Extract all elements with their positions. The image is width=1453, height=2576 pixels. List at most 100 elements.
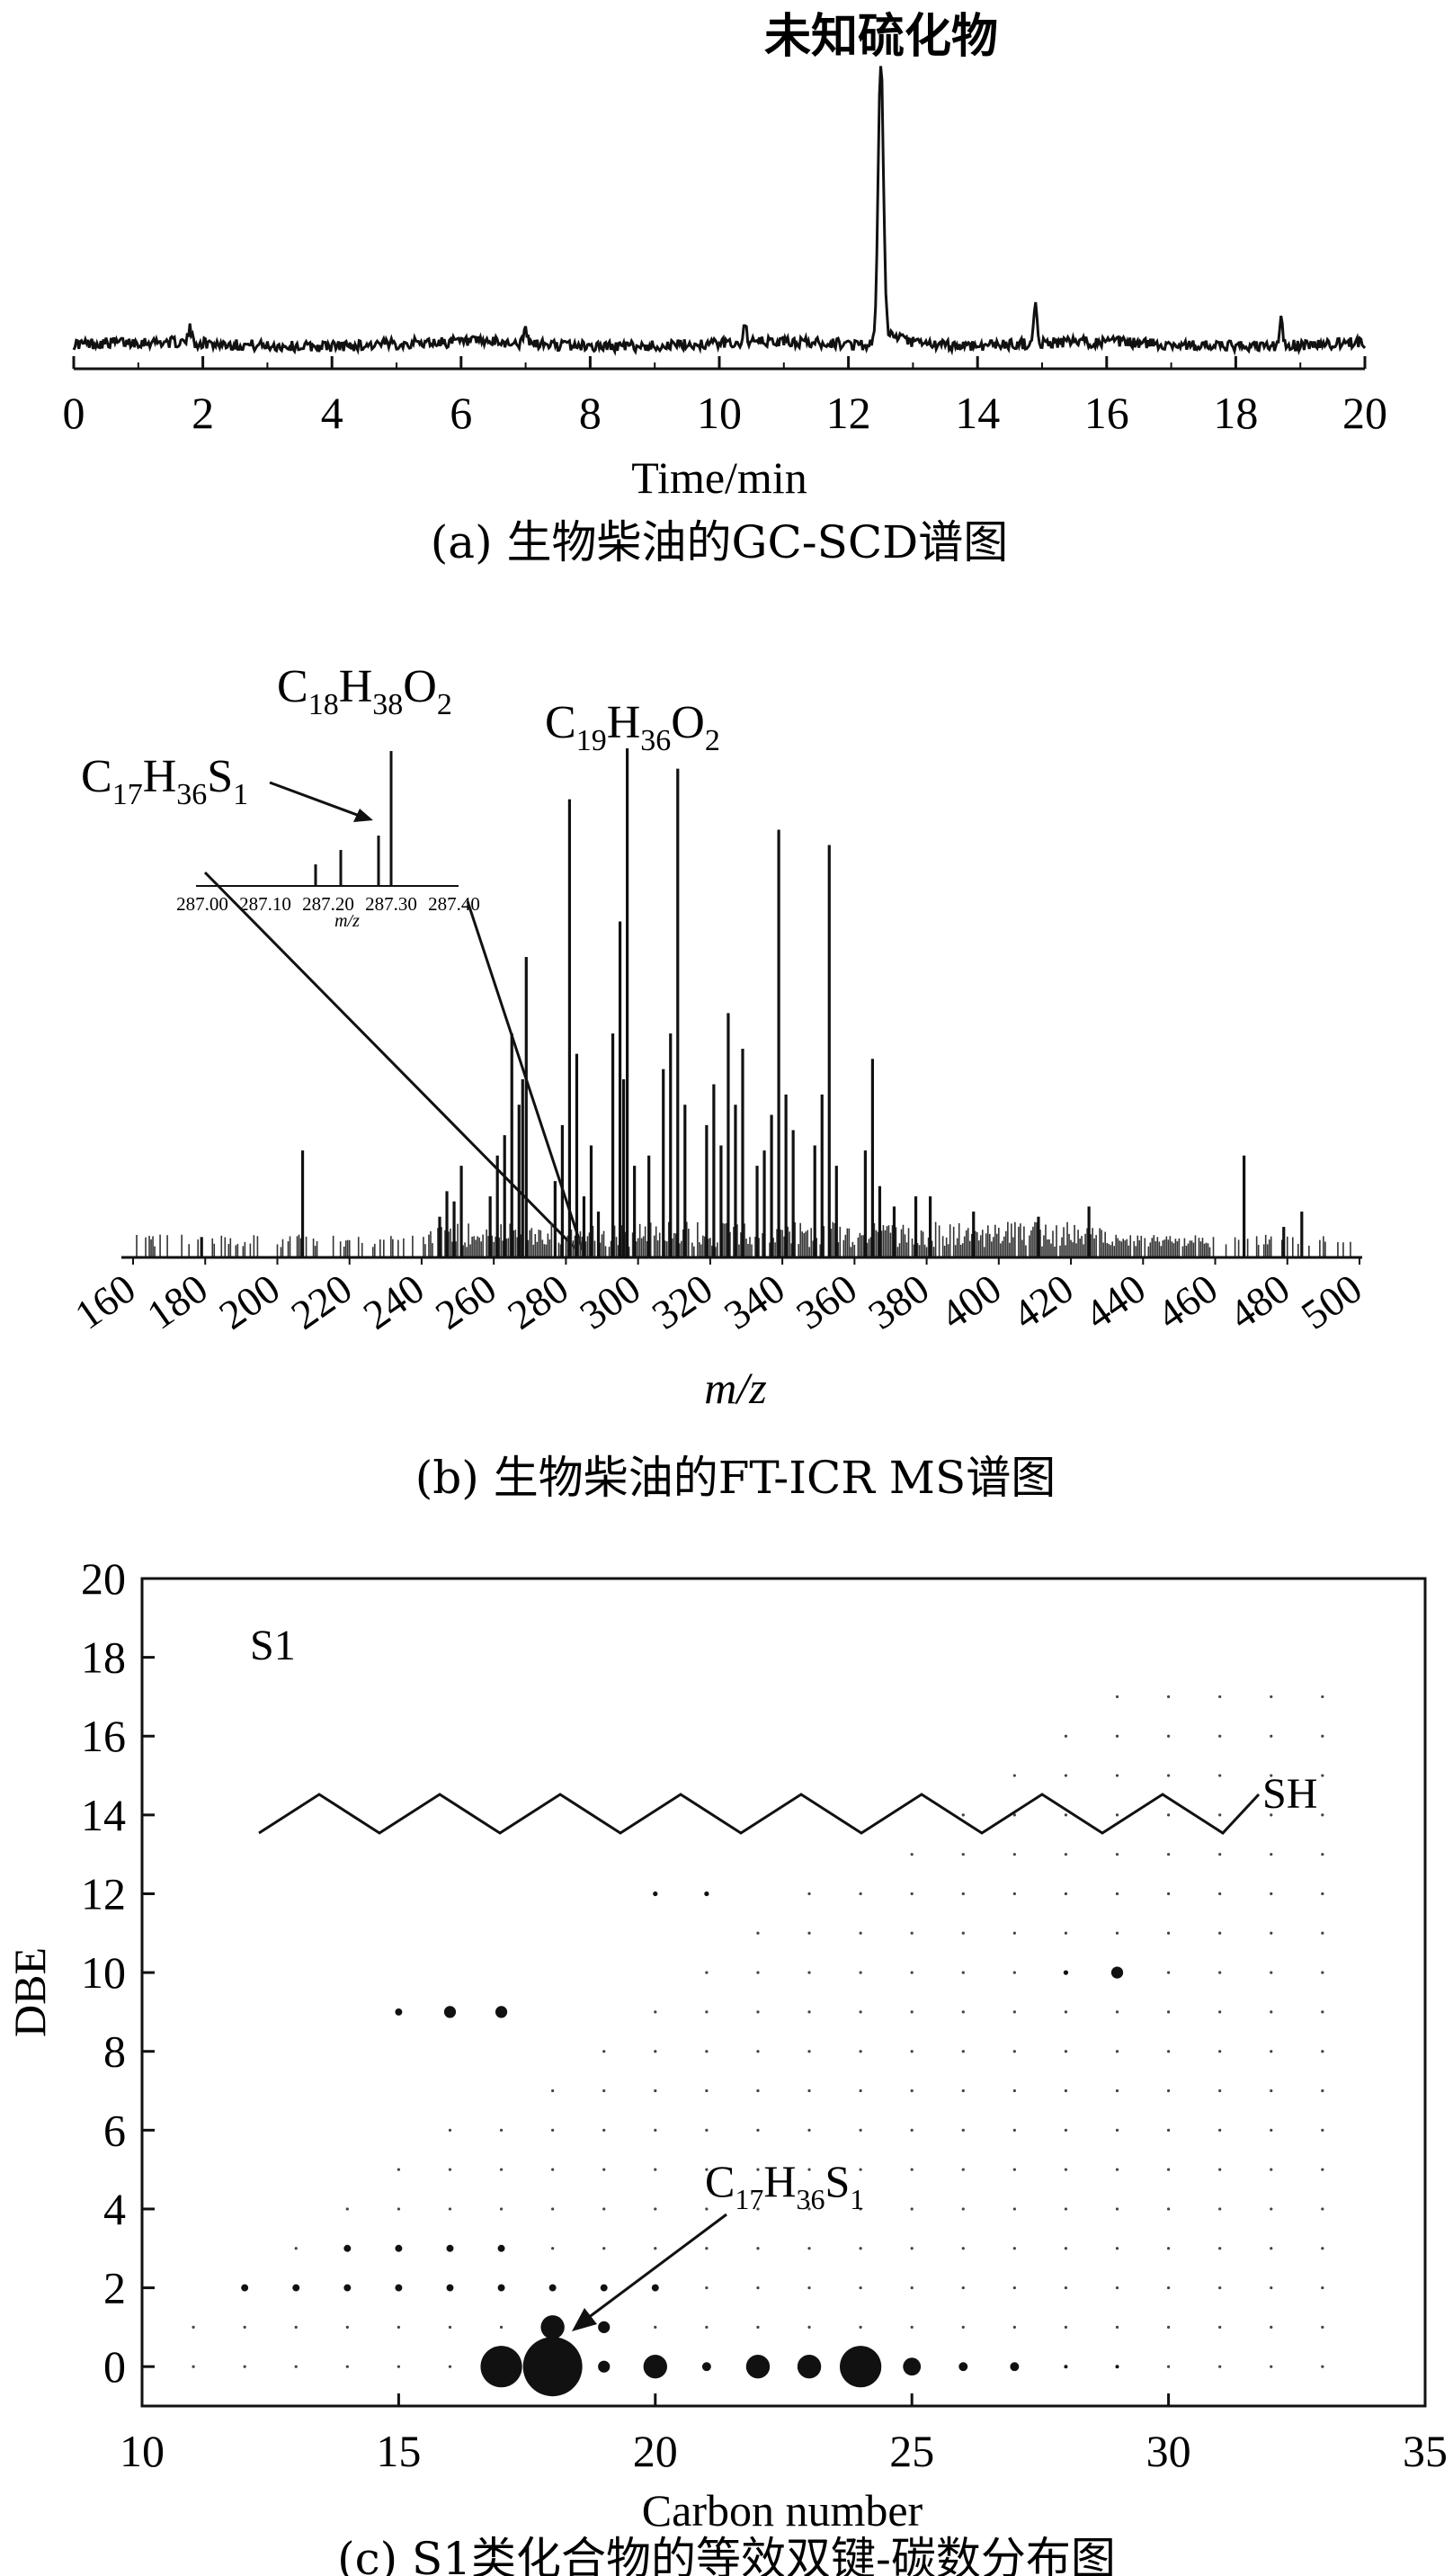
grid-dot: [1115, 1853, 1119, 1856]
grid-dot: [910, 2128, 914, 2132]
grid-dot: [1012, 2325, 1016, 2329]
grid-dot: [705, 2247, 709, 2250]
x-tick-label: 4: [321, 388, 343, 438]
x-ticks-b: 1601802002202402602803003203403603804004…: [67, 1257, 1370, 1338]
inset-ticks: 287.00 287.10 287.20 287.30 287.40: [176, 893, 480, 915]
grid-dot: [1218, 1853, 1222, 1856]
x-tick-label: 14: [955, 388, 1000, 438]
grid-dot: [1218, 1813, 1222, 1817]
grid-dot: [756, 2247, 760, 2250]
grid-dot: [397, 2168, 400, 2171]
grid-dot: [1012, 2089, 1016, 2093]
grid-dot: [1270, 1774, 1273, 1777]
grid-dot: [551, 2168, 555, 2171]
grid-dot: [1218, 1734, 1222, 1738]
dbe-point: [745, 2354, 771, 2379]
inset: 287.00 287.10 287.20 287.30 287.40 m/z: [176, 751, 480, 931]
grid-dot: [859, 2247, 862, 2250]
dbe-points: [241, 1891, 1124, 2397]
grid-dot: [1270, 1695, 1273, 1699]
grid-dot: [602, 2247, 606, 2250]
x-tick-label: 10: [120, 2426, 165, 2476]
grid-dot: [910, 2089, 914, 2093]
y-tick-label: 2: [103, 2263, 126, 2313]
grid-dot: [1115, 2168, 1119, 2171]
x-tick-label: 6: [450, 388, 472, 438]
grid-dot: [1012, 2285, 1016, 2290]
grid-dot: [1321, 1774, 1324, 1777]
grid-dot: [654, 2325, 657, 2329]
grid-dot: [1218, 2010, 1222, 2014]
x-tick-label: 30: [1146, 2426, 1191, 2476]
grid-dot: [294, 2365, 298, 2368]
grid-dot: [1012, 2010, 1016, 2014]
panel-a: 未知硫化物 0 2 4 6 8 10 12 14 16 18 20 Time/min (a) 生物柴…: [63, 10, 1388, 568]
grid-dot: [1012, 1971, 1016, 1974]
caption-a: (a) 生物柴油的GC-SCD谱图: [431, 516, 1008, 568]
dbe-point: [497, 2244, 505, 2252]
grid-dot: [499, 2128, 504, 2132]
arrowhead-c17-inset: [353, 809, 373, 822]
grid-dot: [654, 2050, 657, 2053]
dbe-point: [651, 2284, 659, 2292]
dbe-point: [395, 2284, 403, 2292]
grid-dot: [1270, 2089, 1273, 2093]
grid-dot: [1218, 2050, 1222, 2053]
grid-dot: [756, 2285, 760, 2290]
grid-dot: [1321, 1971, 1324, 1974]
grid-dot: [1012, 2050, 1016, 2053]
grid-dot: [1270, 2365, 1273, 2368]
grid-dot: [1064, 1734, 1068, 1738]
x-tick-label: 300: [572, 1265, 649, 1337]
grid-dot: [1270, 1931, 1273, 1935]
grid-dot: [1270, 2050, 1273, 2053]
grid-dot: [1167, 2365, 1171, 2368]
grid-dot: [807, 2285, 811, 2290]
y-tick-label: 20: [81, 1553, 126, 1604]
grid-dot: [1012, 1813, 1016, 1817]
x-tick-label: 380: [860, 1265, 938, 1337]
x-tick-label: 0: [63, 388, 85, 438]
dbe-point: [903, 2357, 922, 2376]
x-tick-label: 320: [644, 1265, 721, 1337]
dbe-point: [540, 2315, 565, 2339]
caption-b: (b) 生物柴油的FT-ICR MS谱图: [415, 1452, 1056, 1504]
grid-dot: [859, 2010, 862, 2014]
grid-dot: [910, 2207, 914, 2211]
grid-dot: [397, 2365, 400, 2368]
grid-dots: [192, 1695, 1324, 2368]
grid-dot: [1115, 1774, 1119, 1777]
grid-dot: [243, 2325, 246, 2329]
grid-dot: [243, 2365, 246, 2368]
grid-dot: [859, 1971, 862, 1974]
grid-dot: [807, 1892, 811, 1896]
grid-dot: [1270, 1813, 1273, 1817]
grid-dot: [807, 2168, 811, 2171]
x-tick-label: 400: [932, 1265, 1010, 1337]
y-axis-label-c: DBE: [4, 1947, 55, 2037]
grid-dot: [859, 2325, 862, 2329]
grid-dot: [1167, 1695, 1171, 1699]
grid-dot: [1321, 2050, 1324, 2053]
grid-dot: [1115, 2207, 1119, 2211]
dbe-point: [1110, 1966, 1124, 1979]
grid-dot: [1167, 2168, 1171, 2171]
grid-dot: [705, 2050, 709, 2053]
grid-dot: [1321, 2325, 1324, 2329]
grid-dot: [1321, 1931, 1324, 1935]
x-axis-label-a: Time/min: [631, 452, 807, 503]
grid-dot: [1218, 2089, 1222, 2093]
grid-dot: [499, 2168, 504, 2171]
grid-dot: [705, 2207, 709, 2211]
x-tick-label: 360: [788, 1265, 865, 1337]
grid-dot: [756, 2010, 760, 2014]
x-ticks-c: 10 15 20 25 30 35: [120, 2393, 1448, 2476]
dbe-point: [395, 2008, 403, 2016]
x-tick-label: 220: [283, 1265, 361, 1337]
grid-dot: [1167, 1892, 1171, 1896]
grid-dot: [1218, 2247, 1222, 2250]
grid-dot: [1064, 2050, 1068, 2053]
grid-dot: [654, 2089, 657, 2093]
grid-dot: [807, 1971, 811, 1974]
x-tick-label: 200: [210, 1265, 288, 1337]
